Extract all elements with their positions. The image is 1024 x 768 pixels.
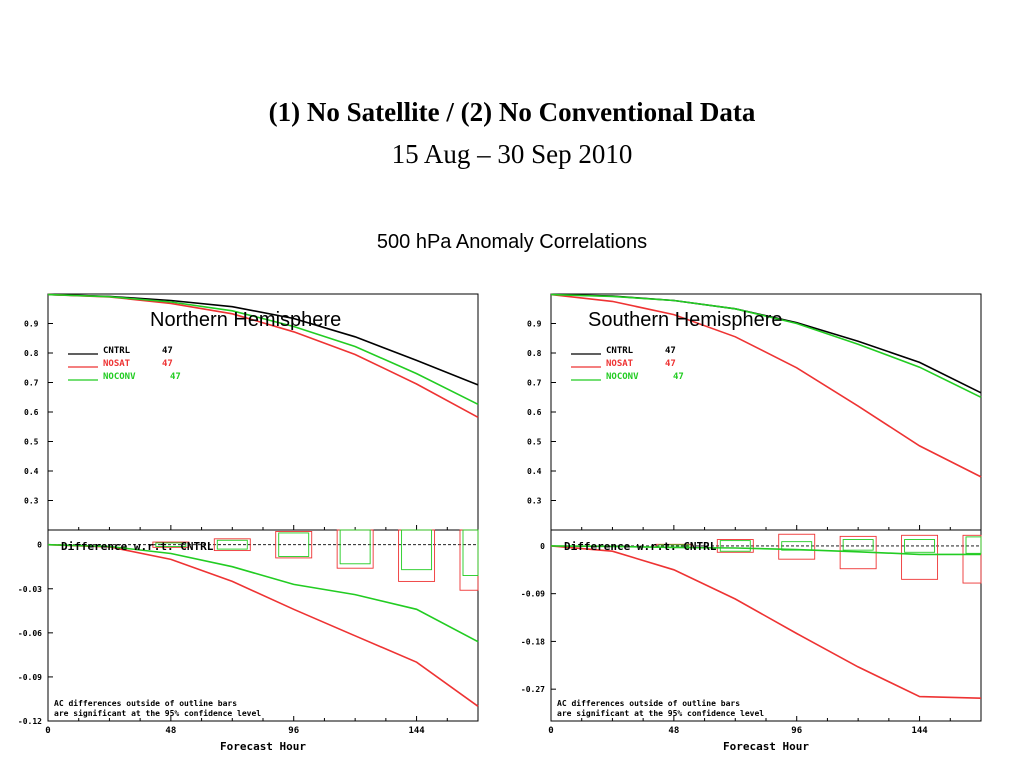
nh-sig-bar-nosat <box>336 529 374 569</box>
sh-legend-label-cntrl: CNTRL <box>606 346 634 356</box>
nh-lower-ytick-label: -0.09 <box>18 673 42 682</box>
sh-upper-ytick-label: 0.3 <box>527 497 542 506</box>
nh-sig-bar-noconv <box>216 539 248 550</box>
sh-upper-line-noconv <box>550 293 982 399</box>
sh-upper-line-nosat <box>550 293 982 478</box>
sh-lower-ytick-label: -0.27 <box>521 685 545 694</box>
nh-sig-bar-noconv <box>339 529 371 565</box>
sh-xtick-label: 144 <box>911 726 928 736</box>
sh-significance-note-2: are significant at the 95% confidence le… <box>557 708 764 718</box>
sh-xtick-label: 96 <box>791 726 802 736</box>
nh-difference-title: Difference w.r.t. CNTRL <box>61 540 214 553</box>
nh-sig-bar-nosat <box>275 531 313 559</box>
date-range-title: 15 Aug – 30 Sep 2010 <box>391 139 633 169</box>
sh-difference-title: Difference w.r.t. CNTRL <box>564 540 717 553</box>
sh-xtick-label: 48 <box>668 726 679 736</box>
nh-xtick-label: 48 <box>165 726 176 736</box>
nh-legend-count-nosat: 47 <box>162 359 173 369</box>
sh-sig-bar-noconv <box>965 536 982 554</box>
sh-lower-ytick-label: -0.09 <box>521 590 545 599</box>
nh-upper-ytick-label: 0.9 <box>24 320 39 329</box>
nh-legend-label-cntrl: CNTRL <box>103 346 131 356</box>
nh-xtick-label: 144 <box>408 726 425 736</box>
sh-xtick-label: 0 <box>548 726 553 736</box>
sh-legend-label-noconv: NOCONV <box>606 372 639 382</box>
sh-lower-frame <box>550 529 982 722</box>
nh-lower-ytick-label: -0.06 <box>18 629 42 638</box>
nh-sig-bar-nosat <box>398 529 436 582</box>
sh-legend-count-nosat: 47 <box>665 359 676 369</box>
sh-significance-note-1: AC differences outside of outline bars <box>557 698 740 708</box>
sh-legend-count-cntrl: 47 <box>665 346 676 356</box>
nh-upper-ytick-label: 0.8 <box>24 349 39 358</box>
nh-sig-bar-nosat <box>152 541 190 548</box>
sh-upper-ytick-label: 0.5 <box>527 438 542 447</box>
sh-upper-ytick-label: 0.4 <box>527 467 542 476</box>
chart-subtitle: 500 hPa Anomaly Correlations <box>376 231 648 253</box>
nh-upper-ytick-label: 0.3 <box>24 497 39 506</box>
nh-upper-ytick-label: 0.5 <box>24 438 39 447</box>
sh-sig-bar-noconv <box>719 540 751 552</box>
nh-sig-bar-noconv <box>462 529 479 576</box>
nh-lower-ytick-label: 0 <box>37 541 42 550</box>
nh-upper-ytick-label: 0.4 <box>24 467 39 476</box>
sh-upper-ytick-label: 0.8 <box>527 349 542 358</box>
sh-legend-count-noconv: 47 <box>673 372 684 382</box>
nh-significance-note-1: AC differences outside of outline bars <box>54 698 237 708</box>
sh-sig-bar-nosat <box>716 539 754 553</box>
nh-lower-frame <box>47 529 479 722</box>
nh-legend-label-nosat: NOSAT <box>103 359 131 369</box>
sh-upper-ytick-label: 0.7 <box>527 379 542 388</box>
nh-lower-ytick-label: -0.12 <box>18 717 42 726</box>
nh-legend-count-cntrl: 47 <box>162 346 173 356</box>
nh-xtick-label: 0 <box>45 726 50 736</box>
sh-sig-bar-nosat <box>778 533 816 560</box>
sh-legend-label-nosat: NOSAT <box>606 359 634 369</box>
nh-lower-line-nosat <box>47 543 479 707</box>
nh-xtick-label: 96 <box>288 726 299 736</box>
nh-significance-note-2: are significant at the 95% confidence le… <box>54 708 261 718</box>
nh-lower-line-noconv <box>47 543 479 643</box>
main-title: (1) No Satellite / (2) No Conventional D… <box>268 97 756 127</box>
sh-sig-bar-noconv <box>842 539 874 551</box>
nh-legend-count-noconv: 47 <box>170 372 181 382</box>
sh-upper-ytick-label: 0.6 <box>527 408 542 417</box>
nh-legend-label-noconv: NOCONV <box>103 372 136 382</box>
sh-lower-line-nosat <box>550 545 982 699</box>
nh-x-axis-label: Forecast Hour <box>220 740 306 753</box>
sh-sig-bar-nosat <box>901 534 939 580</box>
nh-upper-ytick-label: 0.6 <box>24 408 39 417</box>
nh-sig-bar-noconv <box>278 532 310 557</box>
sh-sig-bar-nosat <box>962 534 982 584</box>
sh-sig-bar-noconv <box>904 539 936 553</box>
sh-lower-ytick-label: -0.18 <box>521 637 545 646</box>
sh-lower-line-noconv <box>550 545 981 556</box>
sh-upper-ytick-label: 0.9 <box>527 320 542 329</box>
nh-lower-ytick-label: -0.03 <box>18 585 42 594</box>
nh-sig-bar-noconv <box>155 542 187 547</box>
sh-x-axis-label: Forecast Hour <box>723 740 809 753</box>
southern-hemisphere-label: Southern Hemisphere <box>588 309 783 331</box>
nh-upper-line-noconv <box>47 293 479 406</box>
nh-sig-bar-noconv <box>401 529 433 571</box>
sh-lower-ytick-label: 0 <box>540 542 545 551</box>
nh-upper-ytick-label: 0.7 <box>24 379 39 388</box>
nh-sig-bar-nosat <box>213 538 251 552</box>
northern-hemisphere-label: Northern Hemisphere <box>150 309 342 331</box>
